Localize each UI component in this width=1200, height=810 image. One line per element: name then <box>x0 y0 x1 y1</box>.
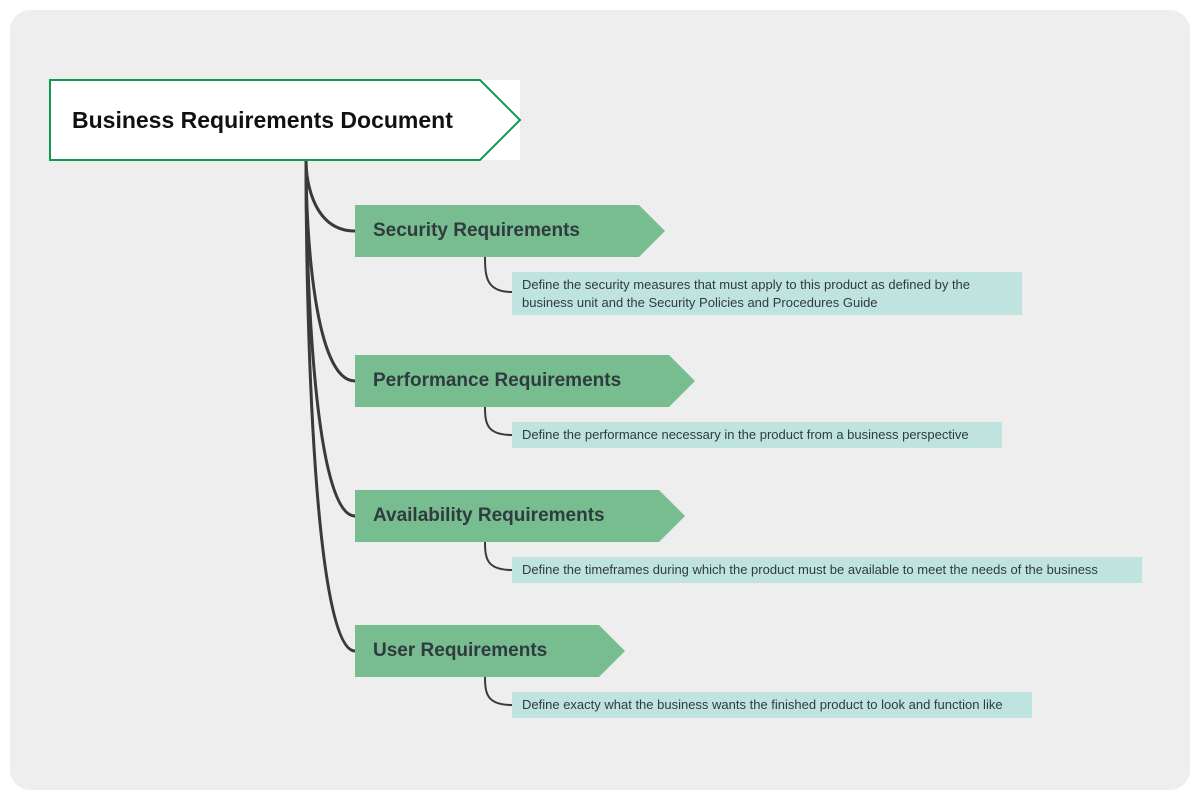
description-node-availability: Define the timeframes during which the p… <box>512 557 1142 583</box>
category-node-performance: Performance Requirements <box>355 355 695 407</box>
category-node-availability: Availability Requirements <box>355 490 685 542</box>
category-label: User Requirements <box>373 640 547 662</box>
description-text: Define the security measures that must a… <box>522 276 1012 311</box>
category-label: Security Requirements <box>373 220 580 242</box>
description-text: Define exacty what the business wants th… <box>522 696 1003 714</box>
category-label: Availability Requirements <box>373 505 605 527</box>
description-text: Define the timeframes during which the p… <box>522 561 1098 579</box>
category-label: Performance Requirements <box>373 370 621 392</box>
diagram-canvas: Business Requirements Document Security … <box>10 10 1190 790</box>
root-node: Business Requirements Document <box>50 80 520 160</box>
description-text: Define the performance necessary in the … <box>522 426 969 444</box>
description-node-performance: Define the performance necessary in the … <box>512 422 1002 448</box>
root-label: Business Requirements Document <box>72 107 453 134</box>
category-node-user: User Requirements <box>355 625 625 677</box>
description-node-security: Define the security measures that must a… <box>512 272 1022 315</box>
category-node-security: Security Requirements <box>355 205 665 257</box>
description-node-user: Define exacty what the business wants th… <box>512 692 1032 718</box>
